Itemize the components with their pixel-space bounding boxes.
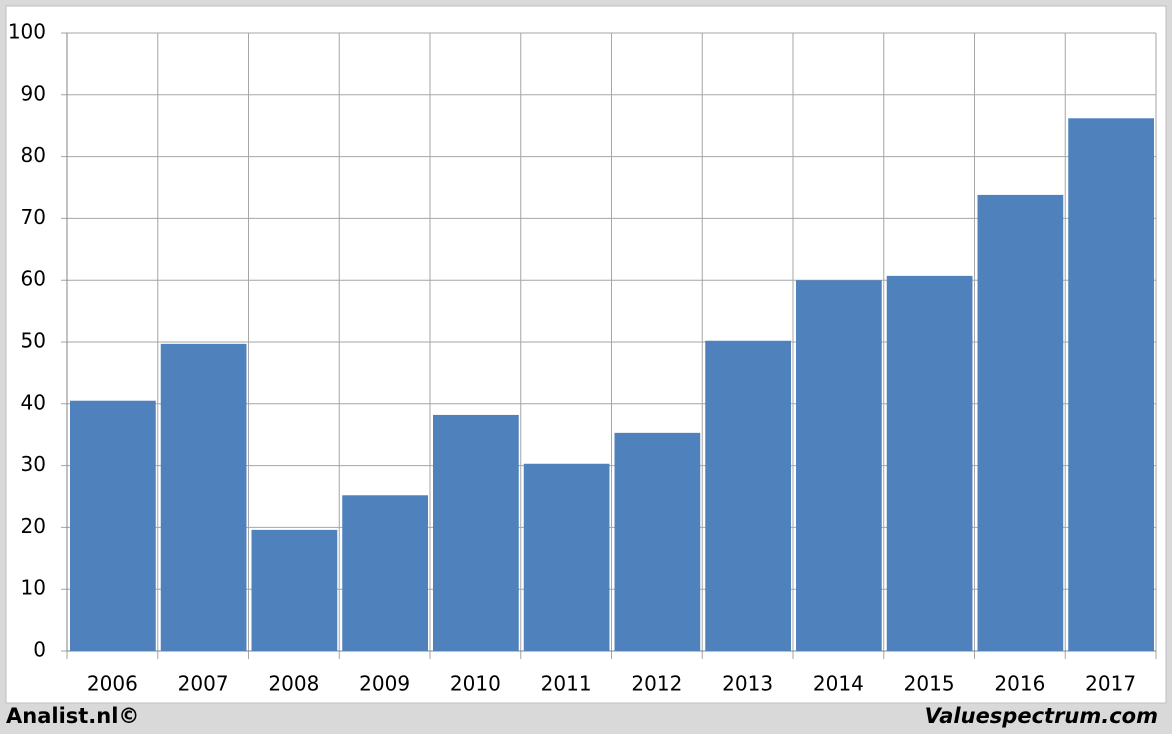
x-tick-label: 2015 [904, 672, 955, 696]
y-tick-label: 100 [8, 20, 46, 44]
bar [1068, 118, 1154, 651]
y-tick-label: 60 [21, 267, 46, 291]
x-tick-label: 2009 [359, 672, 410, 696]
bar [796, 280, 882, 651]
bar [614, 432, 701, 651]
x-tick-label: 2013 [722, 672, 773, 696]
x-tick-label: 2012 [631, 672, 682, 696]
bar [523, 463, 610, 651]
bar [705, 340, 791, 651]
x-tick-label: 2008 [268, 672, 319, 696]
bar [977, 194, 1064, 651]
y-tick-label: 30 [21, 452, 46, 476]
y-tick-label: 50 [21, 329, 46, 353]
x-tick-label: 2006 [87, 672, 138, 696]
x-tick-label: 2007 [178, 672, 229, 696]
y-tick-label: 10 [21, 576, 46, 600]
bar [342, 495, 428, 651]
y-tick-label: 80 [21, 143, 46, 167]
y-tick-label: 90 [21, 81, 46, 105]
footer-right: Valuespectrum.com [925, 704, 1158, 728]
bar [886, 275, 973, 651]
y-tick-label: 0 [33, 638, 46, 662]
bar [251, 529, 338, 651]
y-tick-label: 40 [21, 390, 46, 414]
bar [70, 400, 156, 651]
footer-left: Analist.nl© [6, 704, 139, 728]
y-tick-label: 20 [21, 514, 46, 538]
x-tick-label: 2017 [1085, 672, 1136, 696]
x-tick-label: 2010 [450, 672, 501, 696]
y-tick-label: 70 [21, 205, 46, 229]
x-tick-label: 2011 [541, 672, 592, 696]
x-tick-label: 2016 [994, 672, 1045, 696]
x-tick-label: 2014 [813, 672, 864, 696]
bar [433, 414, 519, 651]
bar [160, 343, 247, 651]
